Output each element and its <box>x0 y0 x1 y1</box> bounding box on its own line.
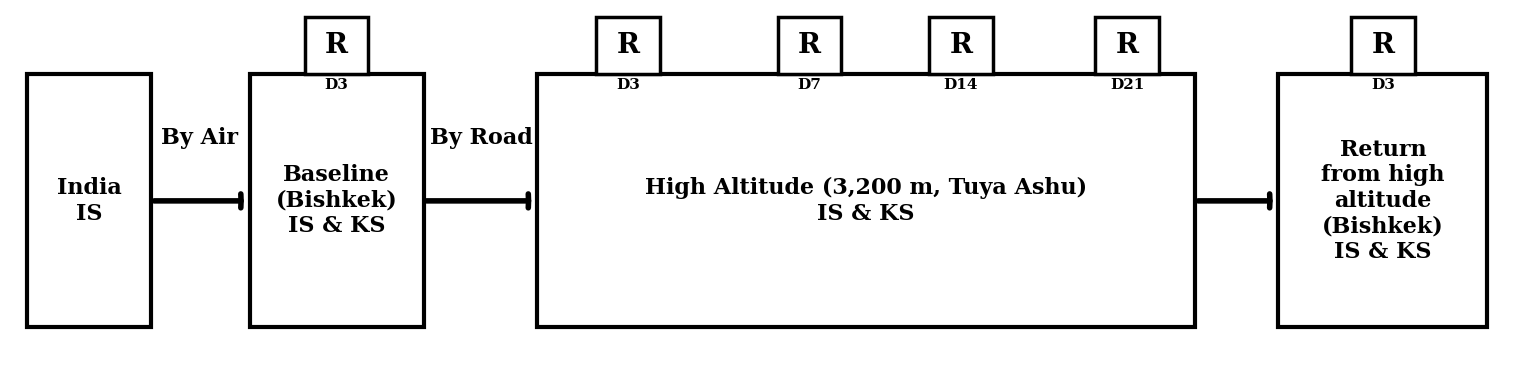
Bar <box>1095 17 1159 74</box>
Text: R: R <box>616 32 640 59</box>
Bar <box>537 74 1195 327</box>
Text: India
IS: India IS <box>57 177 121 225</box>
Bar <box>27 74 151 327</box>
Text: Return
from high
altitude
(Bishkek)
IS & KS: Return from high altitude (Bishkek) IS &… <box>1321 139 1445 263</box>
Text: R: R <box>797 32 822 59</box>
Text: High Altitude (3,200 m, Tuya Ashu)
IS & KS: High Altitude (3,200 m, Tuya Ashu) IS & … <box>645 177 1088 225</box>
Text: D3: D3 <box>1371 78 1395 92</box>
Bar <box>1351 17 1415 74</box>
Text: R: R <box>949 32 973 59</box>
Bar <box>596 17 660 74</box>
Text: D3: D3 <box>616 78 640 92</box>
Bar <box>1278 74 1487 327</box>
Text: D3: D3 <box>325 78 348 92</box>
Text: R: R <box>325 32 348 59</box>
Bar <box>929 17 993 74</box>
Text: D14: D14 <box>944 78 977 92</box>
Text: R: R <box>1371 32 1395 59</box>
Bar <box>778 17 841 74</box>
Text: D7: D7 <box>797 78 822 92</box>
Bar <box>306 17 369 74</box>
Text: D21: D21 <box>1111 78 1144 92</box>
Text: By Air: By Air <box>162 127 238 149</box>
Text: R: R <box>1115 32 1139 59</box>
Bar <box>250 74 424 327</box>
Text: Baseline
(Bishkek)
IS & KS: Baseline (Bishkek) IS & KS <box>275 164 398 237</box>
Text: By Road: By Road <box>430 127 533 149</box>
